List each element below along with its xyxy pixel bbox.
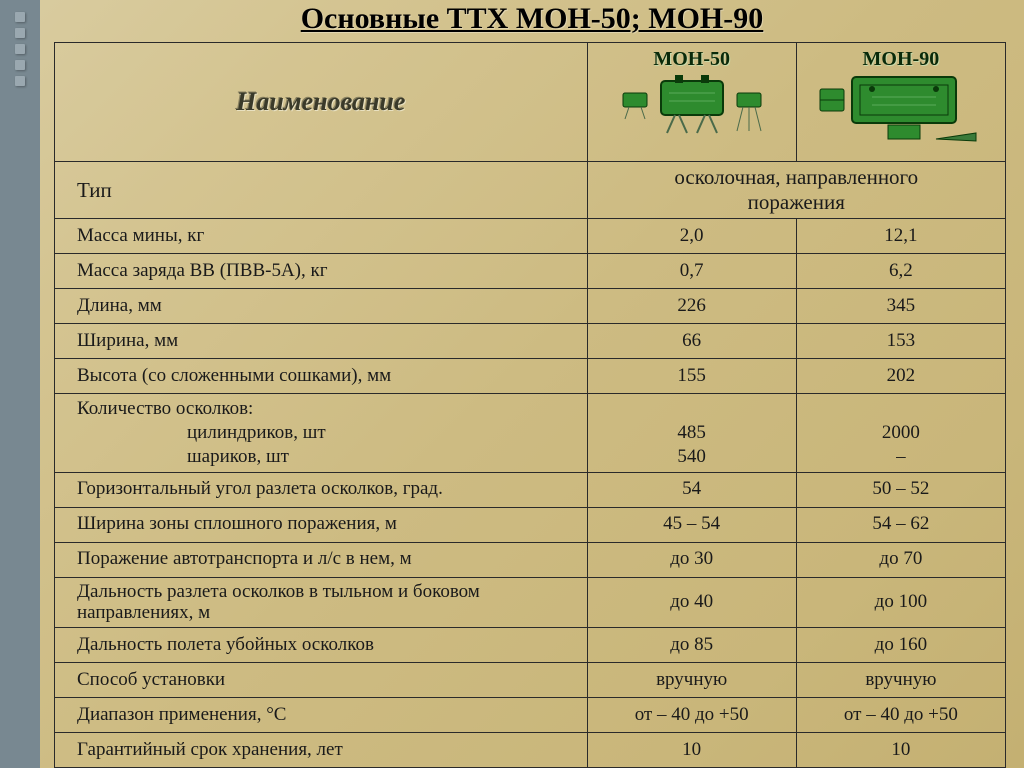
row-label: Диапазон применения, °С: [55, 698, 588, 733]
row-val: вручную: [587, 663, 796, 698]
row-val: до 40: [587, 577, 796, 628]
row-val: 226: [587, 289, 796, 324]
row-label: Масса мины, кг: [55, 219, 588, 254]
row-fragments-label: Количество осколков: цилиндриков, шт шар…: [55, 394, 588, 472]
row-val: 2,0: [587, 219, 796, 254]
header-mon90-label: МОН-90: [807, 47, 995, 71]
row-label: Гарантийный срок хранения, лет: [55, 733, 588, 768]
row-val: 45 – 54: [587, 507, 796, 542]
row-val: 202: [796, 359, 1005, 394]
row-val: 10: [796, 733, 1005, 768]
row-val: до 160: [796, 628, 1005, 663]
row-label: Горизонтальный угол разлета осколков, гр…: [55, 472, 588, 507]
row-val: 153: [796, 324, 1005, 359]
row-type-value: осколочная, направленного поражения: [587, 162, 1005, 219]
row-val: 54 – 62: [796, 507, 1005, 542]
row-val: до 30: [587, 542, 796, 577]
row-label: Ширина зоны сплошного поражения, м: [55, 507, 588, 542]
row-label: Дальность полета убойных осколков: [55, 628, 588, 663]
row-label: Масса заряда ВВ (ПВВ-5А), кг: [55, 254, 588, 289]
row-val: от – 40 до +50: [587, 698, 796, 733]
row-type-label: Тип: [55, 162, 588, 219]
spec-table-wrap: Наименование МОН-50: [54, 42, 1006, 754]
slide-title: Основные ТТХ МОН-50; МОН-90: [40, 2, 1024, 36]
row-val: до 100: [796, 577, 1005, 628]
row-fragments-v1: 485540: [587, 394, 796, 472]
row-val: вручную: [796, 663, 1005, 698]
row-val: 0,7: [587, 254, 796, 289]
row-val: 50 – 52: [796, 472, 1005, 507]
row-label: Способ установки: [55, 663, 588, 698]
sidebar-ornament: [15, 28, 25, 38]
mon90-icon: [816, 75, 986, 153]
row-val: 54: [587, 472, 796, 507]
mon50-icon: [617, 75, 767, 153]
header-mon50: МОН-50: [587, 43, 796, 162]
slide: Основные ТТХ МОН-50; МОН-90 Наименование…: [0, 0, 1024, 768]
sidebar-ornament: [15, 12, 25, 22]
row-fragments-v2: 2000–: [796, 394, 1005, 472]
row-label: Высота (со сложенными сошками), мм: [55, 359, 588, 394]
row-label: Поражение автотранспорта и л/с в нем, м: [55, 542, 588, 577]
row-label: Длина, мм: [55, 289, 588, 324]
row-label: Ширина, мм: [55, 324, 588, 359]
row-val: 155: [587, 359, 796, 394]
row-val: 10: [587, 733, 796, 768]
spec-table: Наименование МОН-50: [54, 42, 1006, 768]
sidebar-ornament: [15, 76, 25, 86]
row-label: Дальность разлета осколков в тыльном и б…: [55, 577, 588, 628]
header-mon50-label: МОН-50: [598, 47, 786, 71]
row-val: 12,1: [796, 219, 1005, 254]
row-val: 345: [796, 289, 1005, 324]
row-val: до 85: [587, 628, 796, 663]
row-val: 66: [587, 324, 796, 359]
sidebar-ornament: [15, 44, 25, 54]
row-val: 6,2: [796, 254, 1005, 289]
header-name: Наименование: [55, 43, 588, 162]
sidebar-ornament: [15, 60, 25, 70]
slide-sidebar: [0, 0, 40, 768]
header-mon90: МОН-90: [796, 43, 1005, 162]
row-val: до 70: [796, 542, 1005, 577]
row-val: от – 40 до +50: [796, 698, 1005, 733]
